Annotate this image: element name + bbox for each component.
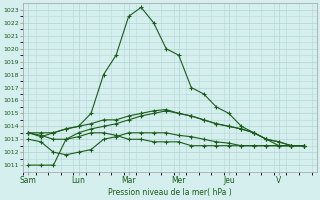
- X-axis label: Pression niveau de la mer( hPa ): Pression niveau de la mer( hPa ): [108, 188, 232, 197]
